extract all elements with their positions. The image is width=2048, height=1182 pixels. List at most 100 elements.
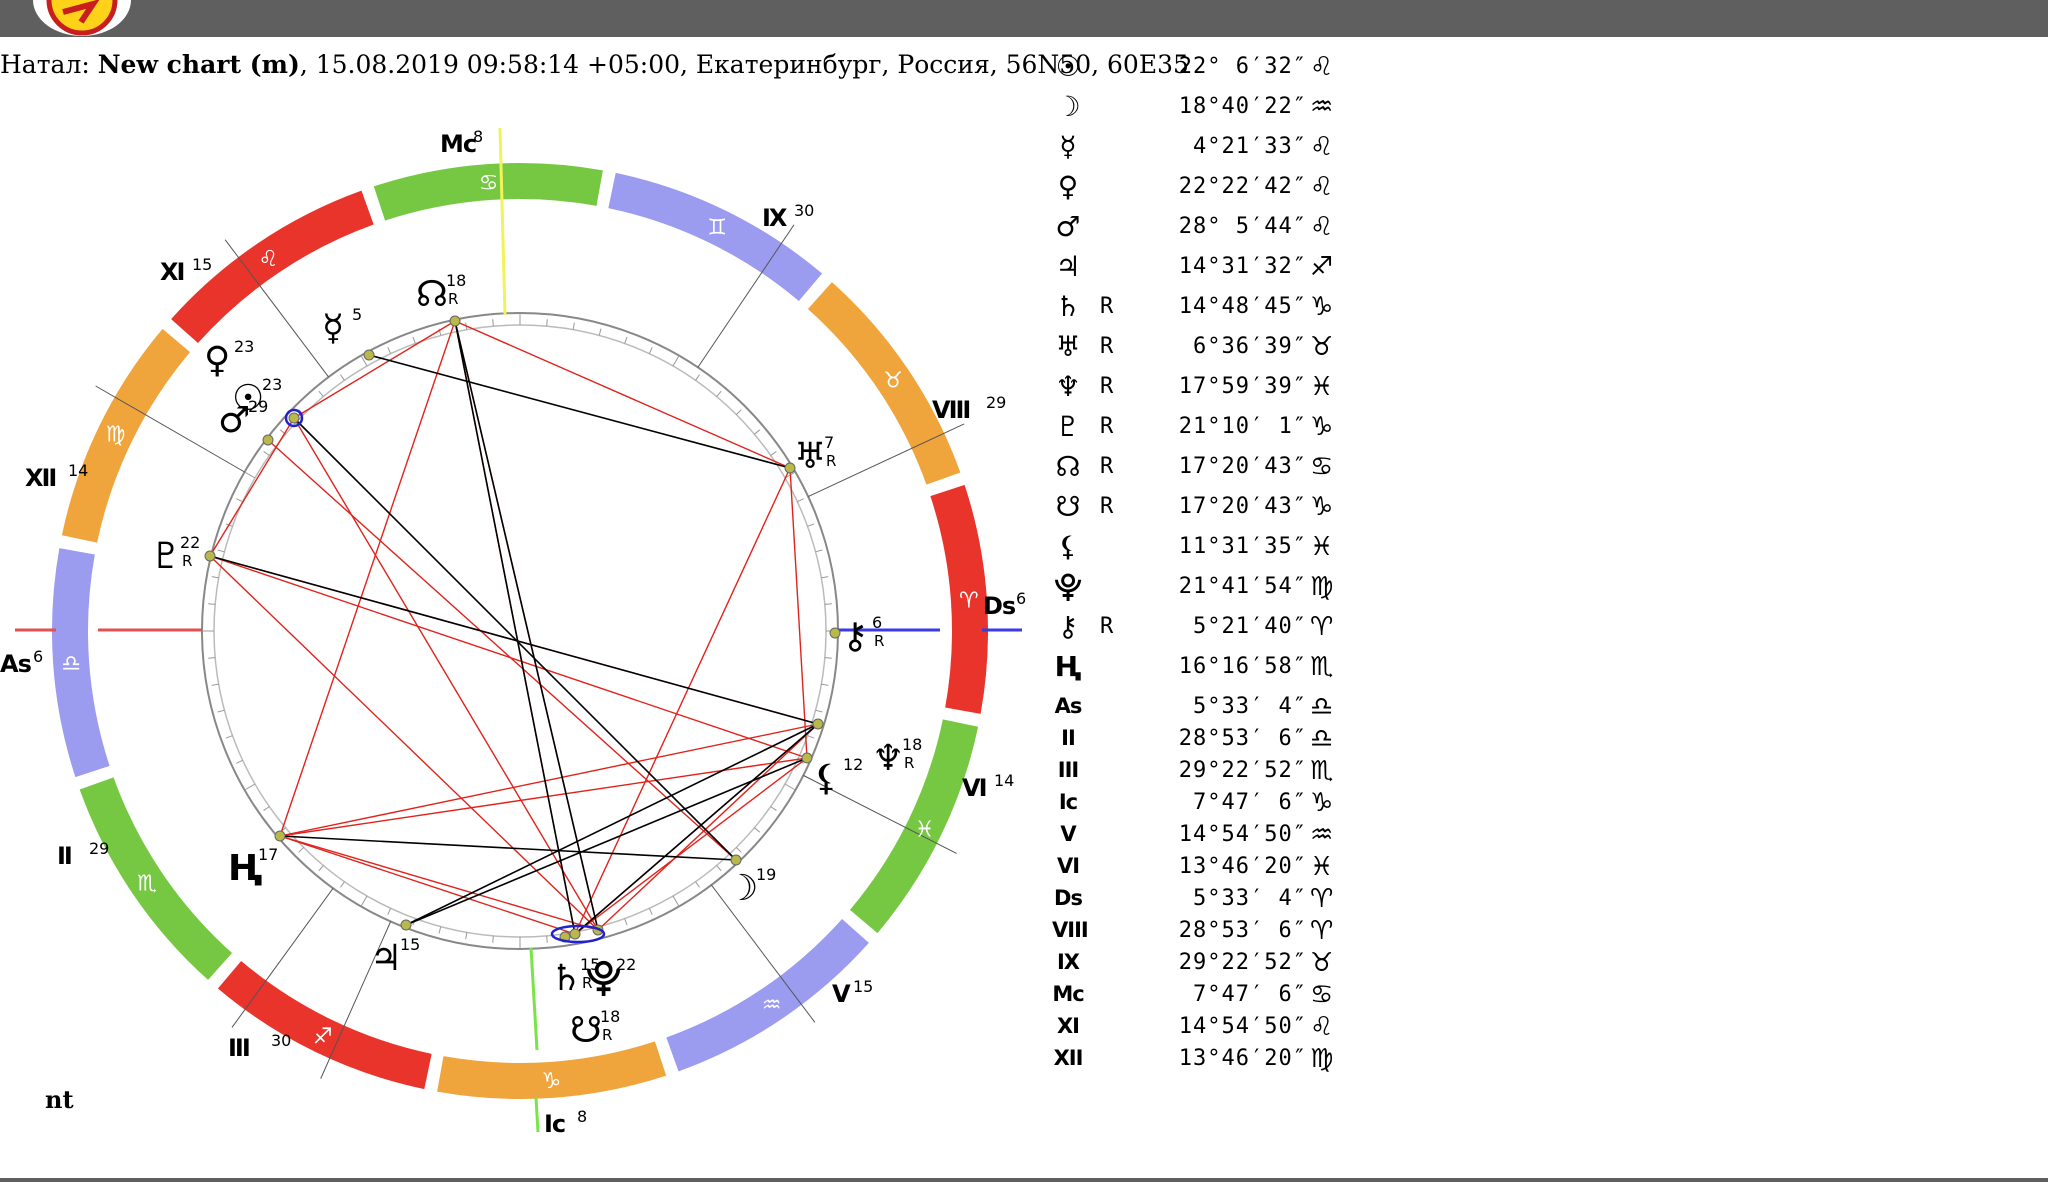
house-cusp-line: [320, 921, 392, 1079]
h-point-icon: Ң: [228, 848, 262, 889]
south-node-retro: R: [602, 1026, 612, 1044]
zodiac-segment: [666, 918, 869, 1072]
position-value: 13°46′20″: [1178, 1046, 1307, 1071]
degree-tick: [624, 918, 628, 926]
aspect-line-soft: [209, 417, 295, 557]
position-value: 21°41′54″: [1178, 574, 1307, 599]
house-degree: 30: [271, 1031, 291, 1050]
zodiac-glyph: ♑: [542, 1069, 562, 1094]
saturn-degree: 15: [580, 955, 600, 974]
degree-tick: [807, 735, 815, 739]
app-logo-icon[interactable]: [33, 0, 131, 36]
venus-degree: 23: [234, 337, 254, 356]
zodiac-segment: [373, 163, 603, 221]
degree-tick: [438, 926, 442, 934]
house-cusp-line: [697, 224, 795, 368]
sign-glyph-icon: ♎: [1310, 724, 1334, 754]
degree-tick: [360, 355, 368, 367]
planet-glyph-icon: ⚷: [1057, 610, 1079, 643]
position-value: 14°54′50″: [1178, 822, 1307, 847]
position-value: 17°20′43″: [1178, 454, 1307, 479]
degree-tick: [770, 451, 777, 456]
degree-tick: [263, 806, 270, 811]
wheel-rings: [52, 163, 988, 1099]
planet-point: [730, 854, 742, 866]
planet-glyph-icon: Ң: [1054, 650, 1082, 683]
zodiac-segment: [807, 282, 961, 485]
planet-point: [204, 550, 216, 562]
aspect-line-soft: [267, 439, 737, 861]
aspect-line-hard: [209, 555, 819, 725]
sign-glyph-icon: ♒: [1310, 820, 1334, 850]
planet-point: [784, 462, 796, 474]
zodiac-glyph: ♎: [61, 651, 81, 676]
bottom-divider: [0, 1178, 2048, 1182]
house-cusp-line: [224, 239, 330, 378]
degree-tick: [298, 847, 304, 853]
aspect-line-soft: [279, 835, 599, 931]
house-degree: 14: [68, 461, 88, 480]
degree-tick: [824, 603, 832, 605]
sign-glyph-icon: ♑: [1310, 292, 1334, 322]
house-label: V: [832, 980, 851, 1008]
sign-glyph-icon: ♌: [1310, 132, 1334, 162]
retro-flag: R: [1100, 414, 1114, 439]
aspect-line-soft: [293, 417, 599, 931]
position-value: 4°21′33″: [1193, 134, 1307, 159]
house-label: IX: [762, 204, 788, 232]
retro-flag: R: [1100, 614, 1114, 639]
cusp-label: XII: [1053, 1046, 1084, 1070]
planet-point: [812, 718, 824, 730]
degree-tick: [208, 657, 216, 659]
degree-tick: [546, 935, 548, 943]
planet-glyph-icon: ⯓: [1054, 570, 1082, 603]
uranus-icon: ♅: [794, 436, 826, 477]
cusp-label: XI: [1056, 1014, 1080, 1038]
house-cusp-line: [95, 385, 245, 473]
degree-tick: [716, 865, 722, 872]
degree-tick: [318, 865, 324, 872]
position-row: ♃ 14°31′32″ ♐: [1052, 250, 1333, 290]
cusp-label: III: [1057, 758, 1079, 782]
house-label: II: [57, 842, 71, 870]
degree-tick: [736, 409, 742, 415]
position-value: 28° 5′44″: [1178, 214, 1307, 239]
position-row: Mc 7°47′ 6″ ♋: [1052, 978, 1334, 1010]
house-degree: 15: [853, 977, 873, 996]
position-value: 22°22′42″: [1178, 174, 1307, 199]
degree-tick: [672, 895, 680, 907]
cusp-label: Ic: [1058, 790, 1078, 814]
sign-glyph-icon: ♈: [1310, 916, 1334, 946]
zodiac-segment: [61, 328, 191, 543]
degree-tick: [318, 390, 324, 397]
retro-flag: R: [1100, 374, 1114, 399]
north-node-icon: ☊: [416, 274, 448, 315]
chiron-retro: R: [874, 632, 884, 650]
zodiac-segment: [217, 960, 432, 1090]
cusp-label: IX: [1056, 950, 1080, 974]
saturn-retro: R: [582, 974, 592, 992]
degree-tick: [754, 429, 761, 435]
aspect-line-hard: [454, 320, 576, 935]
top-toolbar: [0, 0, 2048, 37]
retro-flag: R: [1100, 494, 1114, 519]
jupiter-degree: 15: [400, 935, 420, 954]
degree-tick: [217, 549, 225, 553]
south-node-degree: 18: [600, 1007, 620, 1026]
degree-tick: [340, 374, 345, 381]
planet-glyph-icon: ♄: [1055, 290, 1081, 323]
neptune-icon: ♆: [872, 738, 904, 779]
zodiac-glyph: ♍: [106, 423, 126, 448]
house-cusp-line: [807, 423, 965, 498]
planet-point: [801, 752, 813, 764]
sign-glyph-icon: ♋: [1310, 980, 1334, 1010]
conjunction-marker: [550, 924, 606, 944]
planet-glyph-icon: ♃: [1055, 250, 1081, 283]
zodiac-segment: [608, 172, 823, 302]
planet-glyph-icon: ♅: [1055, 330, 1081, 363]
zodiac-glyph: ♋: [479, 171, 499, 196]
sign-glyph-icon: ♍: [1310, 1044, 1334, 1074]
chiron-degree: 6: [872, 613, 882, 632]
position-row: ♆ R 17°59′39″ ♓: [1052, 370, 1333, 410]
